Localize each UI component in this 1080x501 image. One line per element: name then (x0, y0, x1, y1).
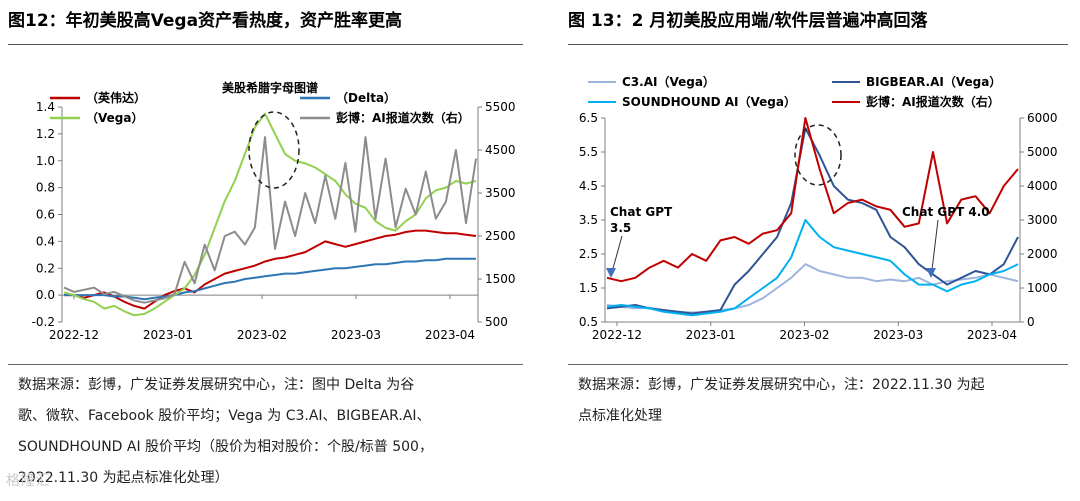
y-right-tick-label: 0 (1027, 315, 1035, 329)
y-right-tick-label: 3500 (485, 186, 516, 200)
series-line-bigbearai (606, 127, 1019, 315)
y-left-tick-label: -0.2 (32, 315, 55, 329)
x-tick-label: 2023-04 (967, 328, 1017, 342)
legend-label-bigbear: BIGBEAR.AI（Vega） (866, 74, 1001, 89)
x-tick-label: 2022-12 (592, 328, 642, 342)
legend-label-ai-reports: 彭博：AI报道次数（右） (866, 94, 1000, 109)
source-line-4: 2022.11.30 为起点标准化处理） (18, 470, 229, 486)
series-line-vega (63, 112, 477, 317)
legend-label-nvidia: （英伟达） (86, 90, 146, 105)
annotation-pointer-35 (611, 235, 623, 273)
y-right-tick-label: 3000 (1027, 213, 1058, 227)
source-rule (568, 364, 1068, 365)
source-line-2: 点标准化处理 (578, 408, 662, 424)
annotation-chatgpt35-version: 3.5 (610, 221, 631, 235)
x-tick-label: 2023-04 (425, 328, 475, 342)
watermark: 格隆汇 (6, 473, 51, 489)
title-rule (8, 44, 523, 45)
x-tick-label: 2023-02 (237, 328, 287, 342)
figure-13-source: 数据来源：彭博，广发证券发展研究中心，注：2022.11.30 为起 点标准化处… (578, 370, 985, 432)
y-left-tick-label: 1.4 (36, 100, 55, 114)
chart-13-svg: 6.5 5.5 4.5 3.5 2.5 1.5 0.5 6000 5000 4000 3000 200… (579, 74, 1058, 342)
title-rule (568, 44, 1068, 45)
series-line-ai (606, 117, 1019, 283)
figure-12-title: 图12：年初美股高Vega资产看热度，资产胜率更高 (8, 11, 403, 31)
series-line-c3ai (606, 263, 1019, 314)
y-left-tick-label: 0.8 (36, 181, 55, 195)
source-line-1: 数据来源：彭博，广发证券发展研究中心，注：图中 Delta 为谷 (18, 377, 415, 393)
source-line-1: 数据来源：彭博，广发证券发展研究中心，注：2022.11.30 为起 (578, 377, 985, 393)
y-right-tick-label: 4500 (485, 143, 516, 157)
figure-13-title: 图 13：2 月初美股应用端/软件层普遍冲高回落 (568, 11, 928, 31)
y-left-tick-label: 1.2 (36, 127, 55, 141)
series-line-ai (63, 136, 477, 304)
peak-highlight-ellipse (794, 124, 842, 186)
y-left-tick-label: 4.5 (579, 179, 598, 193)
y-left-tick-label: 1.0 (36, 154, 55, 168)
x-tick-label: 2022-12 (49, 328, 99, 342)
figure-13-panel: 图 13：2 月初美股应用端/软件层普遍冲高回落 6.5 5.5 4.5 3.5 2.5… (560, 0, 1080, 501)
y-left-tick-label: 0.4 (36, 234, 55, 248)
legend-label-delta: （Delta） (336, 90, 396, 105)
x-tick-label: 2023-03 (331, 328, 381, 342)
figure-12-source: 数据来源：彭博，广发证券发展研究中心，注：图中 Delta 为谷 歌、微软、Fa… (18, 370, 433, 494)
x-tick-label: 2023-01 (143, 328, 193, 342)
y-right-tick-label: 5000 (1027, 145, 1058, 159)
y-right-tick-label: 5500 (485, 100, 516, 114)
y-left-tick-label: 3.5 (579, 213, 598, 227)
source-line-2: 歌、微软、Facebook 股价平均；Vega 为 C3.AI、BIGBEAR.… (18, 408, 431, 424)
y-left-tick-label: 6.5 (579, 111, 598, 125)
legend-label-vega: （Vega） (86, 110, 143, 125)
legend-label-soundhound: SOUNDHOUND AI（Vega） (622, 94, 796, 109)
series-line- (64, 229, 477, 310)
annotation-arrow-35 (606, 268, 616, 278)
y-left-tick-label: 0.0 (36, 288, 55, 302)
y-left-tick-label: 1.5 (579, 281, 598, 295)
y-left-tick-label: 0.6 (36, 208, 55, 222)
annotation-pointer-40 (931, 219, 939, 271)
chart-12-title: 美股希腊字母图谱 (222, 80, 318, 95)
x-tick-label: 2023-02 (779, 328, 829, 342)
annotation-chatgpt40: Chat GPT 4.0 (902, 205, 990, 219)
y-right-tick-label: 1000 (1027, 281, 1058, 295)
series-line-soundhoundai (606, 219, 1019, 317)
y-right-tick-label: 6000 (1027, 111, 1058, 125)
y-left-tick-label: 5.5 (579, 145, 598, 159)
legend-label-c3ai: C3.AI（Vega） (622, 74, 715, 89)
y-right-tick-label: 4000 (1027, 179, 1058, 193)
x-tick-label: 2023-01 (686, 328, 736, 342)
legend-label-ai-reports: 彭博：AI报道次数（右） (336, 110, 470, 125)
source-line-3: SOUNDHOUND AI 股价平均（股价为相对股价：个股/标普 500， (18, 439, 433, 455)
chart-12-svg: 美股希腊字母图谱 1.4 1.2 1.0 0.8 0.6 0.4 0.2 0.0 -0.2 550… (32, 80, 516, 342)
series-line-delta (64, 257, 476, 301)
source-rule (8, 364, 523, 365)
figure-12-panel: 图12：年初美股高Vega资产看热度，资产胜率更高 美股希腊字母图谱 1.4 1.… (6, 11, 523, 494)
x-tick-label: 2023-03 (873, 328, 923, 342)
y-right-tick-label: 2500 (485, 229, 516, 243)
annotation-arrow-40 (926, 268, 936, 278)
y-right-tick-label: 500 (485, 315, 508, 329)
peak-highlight-ellipse (248, 111, 300, 189)
y-left-tick-label: 0.2 (36, 261, 55, 275)
y-left-tick-label: 0.5 (579, 315, 598, 329)
annotation-chatgpt35: Chat GPT (610, 205, 673, 219)
y-right-tick-label: 1500 (485, 272, 516, 286)
y-right-tick-label: 2000 (1027, 247, 1058, 261)
y-left-tick-label: 2.5 (579, 247, 598, 261)
